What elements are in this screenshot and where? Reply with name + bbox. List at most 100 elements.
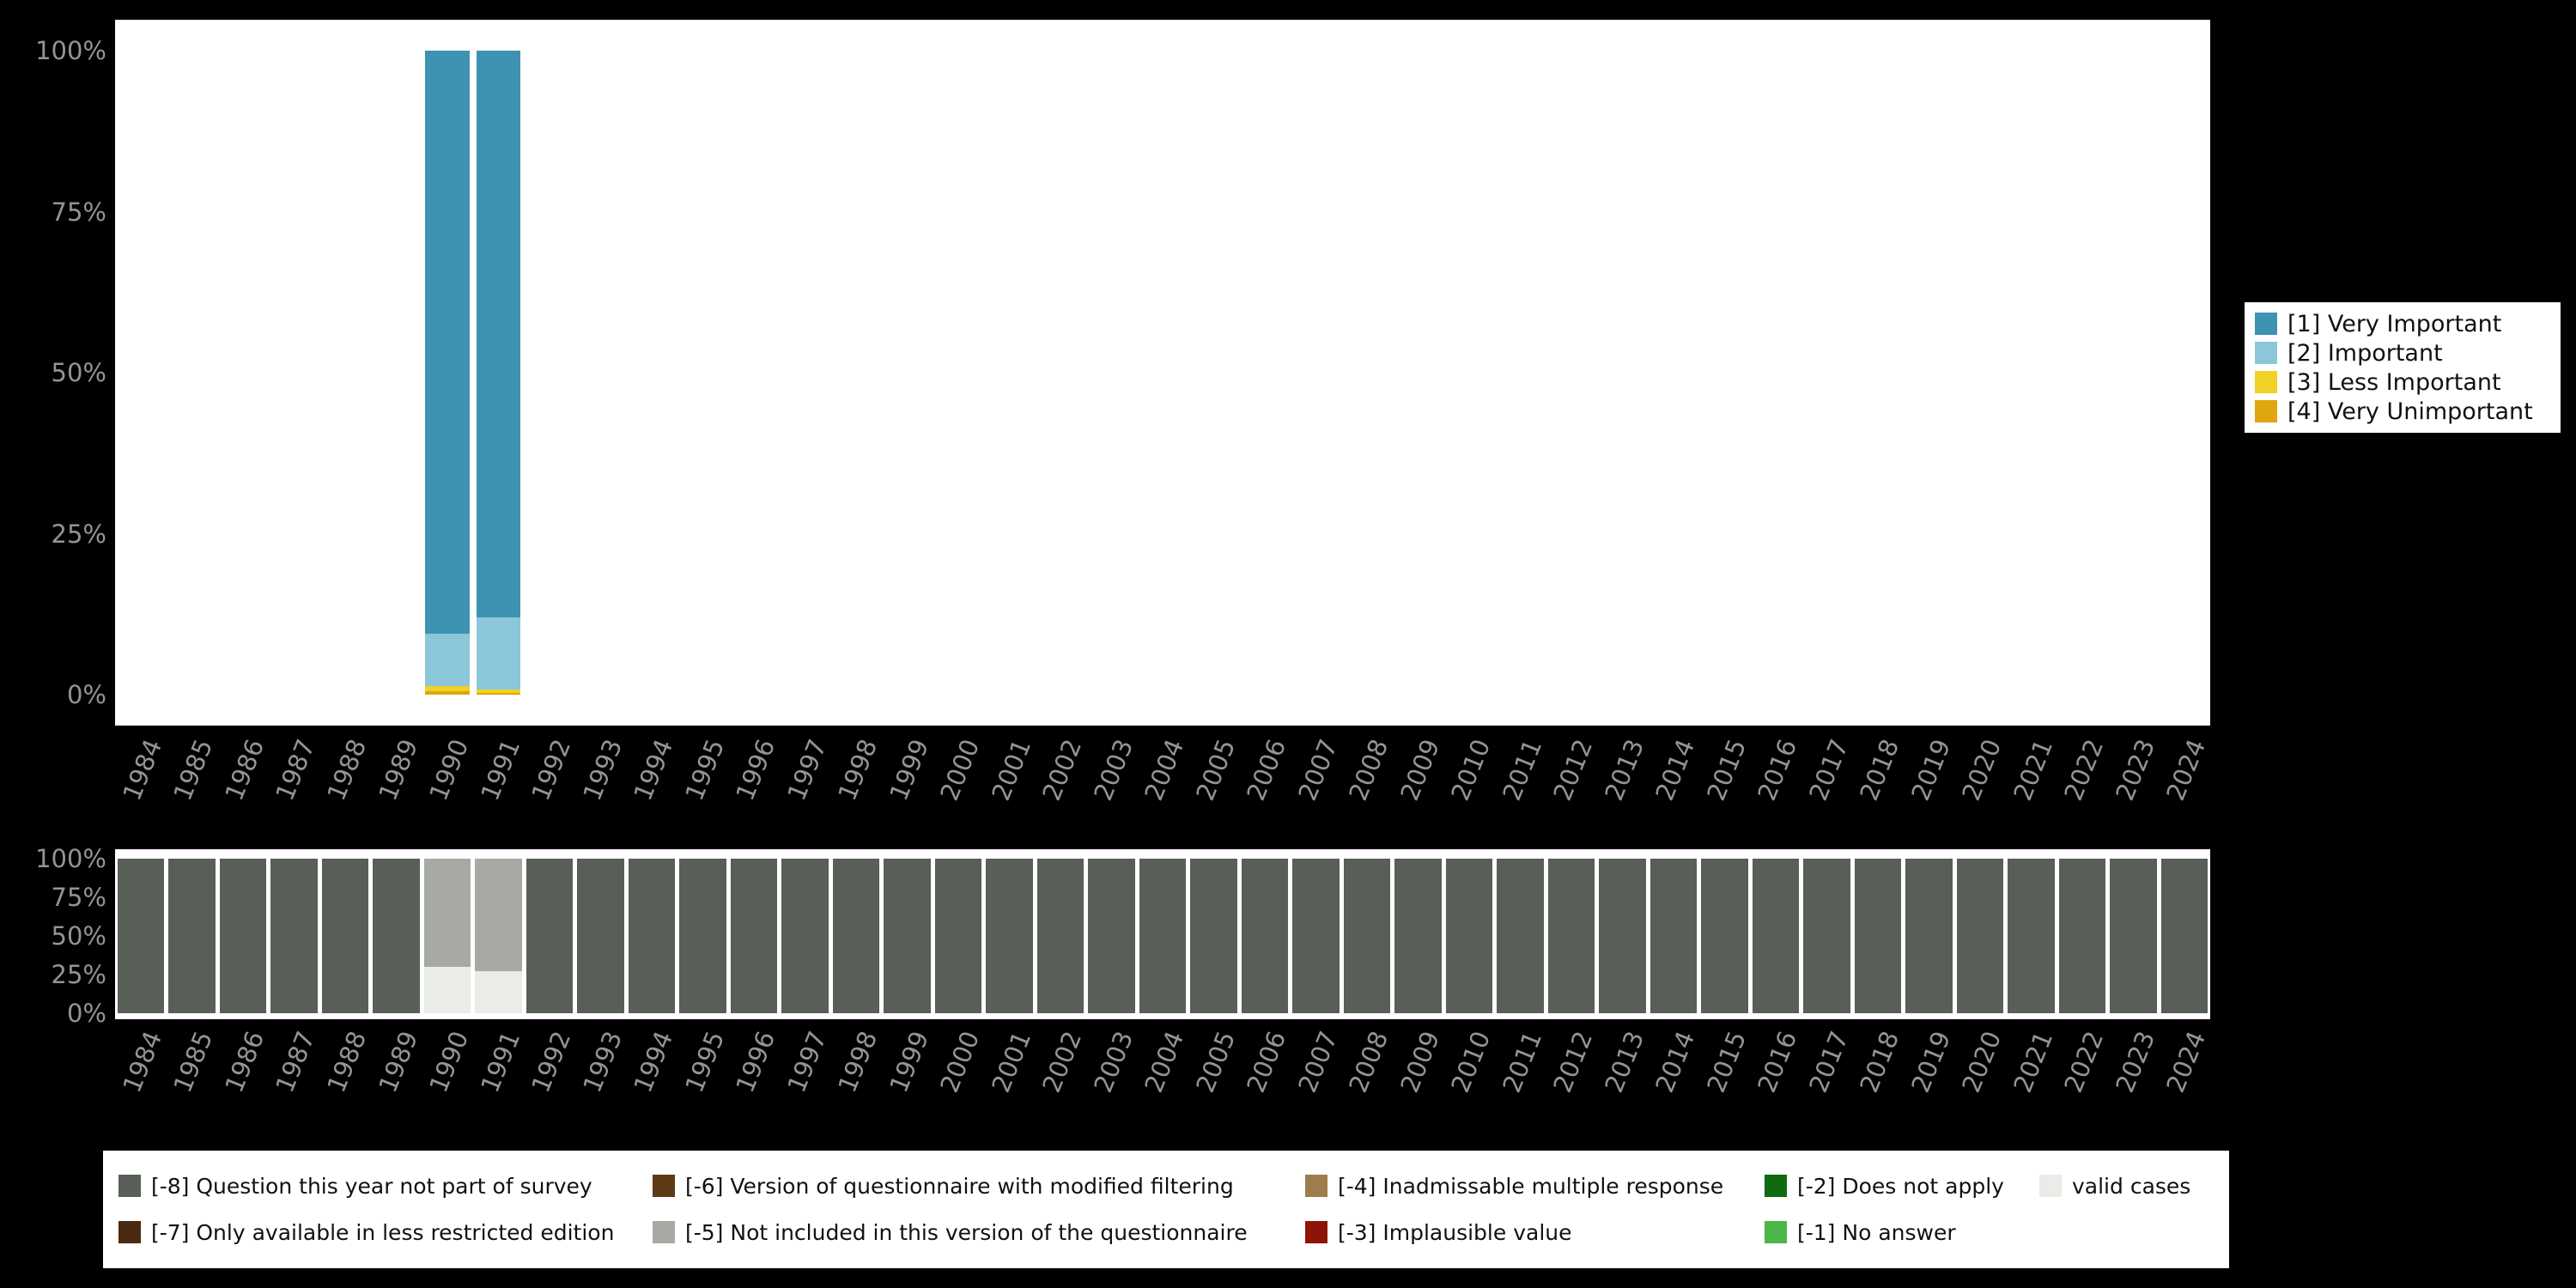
legend-item: [-2] Does not apply bbox=[1765, 1172, 2004, 1200]
bar-segment bbox=[628, 859, 676, 1013]
bar-segment bbox=[168, 859, 216, 1013]
x-axis-tick-label: 1996 bbox=[730, 1027, 781, 1097]
legend-color-swatch bbox=[653, 1175, 675, 1197]
missing-values-legend: [-8] Question this year not part of surv… bbox=[103, 1151, 2229, 1268]
bar-segment bbox=[373, 859, 420, 1013]
bar-segment bbox=[1497, 859, 1544, 1013]
x-axis-tick-label: 1990 bbox=[423, 1027, 475, 1097]
legend-item-label: [-1] No answer bbox=[1797, 1219, 1956, 1245]
x-axis-tick-label: 2015 bbox=[1700, 1027, 1753, 1097]
x-axis-tick-label: 1993 bbox=[576, 735, 628, 805]
bar-segment bbox=[1445, 859, 1493, 1013]
x-axis-tick-label: 2021 bbox=[2008, 1027, 2059, 1097]
legend-color-swatch bbox=[1305, 1175, 1327, 1197]
legend-item-label: [-3] Implausible value bbox=[1338, 1219, 1572, 1245]
bar-segment bbox=[2160, 859, 2208, 1013]
x-axis-tick-label: 2003 bbox=[1087, 1027, 1139, 1097]
x-axis-tick-label: 1986 bbox=[219, 735, 270, 805]
legend-item-label: [-5] Not included in this version of the… bbox=[685, 1219, 1248, 1245]
x-axis-tick-label: 1987 bbox=[270, 1027, 321, 1097]
legend-item-label: [-7] Only available in less restricted e… bbox=[151, 1219, 615, 1245]
x-axis-tick-label: 2001 bbox=[985, 1027, 1036, 1097]
legend-item: [-5] Not included in this version of the… bbox=[653, 1218, 1248, 1246]
x-axis-tick-label: 1991 bbox=[474, 735, 526, 805]
bar-segment bbox=[1241, 859, 1289, 1013]
x-axis-tick-label: 2014 bbox=[1649, 1027, 1701, 1097]
x-axis-tick-label: 2011 bbox=[1496, 1027, 1548, 1097]
bar-segment bbox=[423, 859, 471, 967]
x-axis-tick-label: 2013 bbox=[1598, 735, 1650, 805]
legend-item-label: [-6] Version of questionnaire with modif… bbox=[685, 1173, 1234, 1199]
x-axis-tick-label: 1989 bbox=[372, 735, 423, 805]
bar-segment bbox=[1956, 859, 2004, 1013]
legend-item-label: valid cases bbox=[2072, 1173, 2191, 1199]
missing-values-plot-area bbox=[115, 859, 2210, 1013]
y-axis-tick-label: 0% bbox=[66, 680, 106, 709]
x-axis-tick-label: 2022 bbox=[2058, 735, 2110, 805]
values-legend: [1] Very Important [2] Important [3] Less … bbox=[2245, 302, 2561, 433]
x-axis-tick-label: 1994 bbox=[628, 1027, 679, 1097]
legend-color-swatch bbox=[653, 1221, 675, 1243]
x-axis-tick-label: 2005 bbox=[1189, 1027, 1242, 1097]
x-axis-tick-label: 2013 bbox=[1598, 1027, 1650, 1097]
legend-color-swatch bbox=[1765, 1221, 1787, 1243]
bar-segment bbox=[1803, 859, 1850, 1013]
x-axis-tick-label: 1990 bbox=[423, 735, 475, 805]
x-axis-tick-label: 2010 bbox=[1445, 1027, 1497, 1097]
x-axis-tick-label: 2008 bbox=[1343, 1027, 1394, 1097]
bar-segment bbox=[781, 859, 829, 1013]
legend-item-label: [3] Less Important bbox=[2287, 368, 2501, 396]
bar-segment bbox=[1599, 859, 1646, 1013]
legend-color-swatch bbox=[118, 1221, 141, 1243]
bar-segment bbox=[1343, 859, 1391, 1013]
x-axis-tick-label: 1994 bbox=[628, 735, 679, 805]
y-axis-tick-label: 75% bbox=[51, 197, 106, 227]
x-axis-tick-label: 2020 bbox=[1956, 735, 2008, 805]
x-axis-tick-label: 2015 bbox=[1700, 735, 1753, 805]
x-axis-tick-label: 1996 bbox=[730, 735, 781, 805]
bar-segment bbox=[1905, 859, 1953, 1013]
x-axis-tick-label: 2004 bbox=[1139, 1027, 1190, 1097]
distribution-plot-area bbox=[115, 51, 2210, 695]
x-axis-tick-label: 2016 bbox=[1752, 1027, 1803, 1097]
bar-segment bbox=[577, 859, 624, 1013]
y-axis-tick-label: 25% bbox=[51, 519, 106, 549]
y-axis-tick-label: 0% bbox=[66, 999, 106, 1028]
x-axis-tick-label: 2014 bbox=[1649, 735, 1701, 805]
bar-segment bbox=[425, 691, 470, 695]
legend-item: valid cases bbox=[2039, 1172, 2190, 1200]
x-axis-tick-label: 1993 bbox=[576, 1027, 628, 1097]
legend-item-label: [2] Important bbox=[2287, 339, 2443, 367]
legend-item: [-7] Only available in less restricted e… bbox=[118, 1218, 614, 1246]
bar-segment bbox=[425, 633, 470, 687]
bar-segment bbox=[1036, 859, 1084, 1013]
x-axis-tick-label: 2018 bbox=[1854, 1027, 1905, 1097]
x-axis-tick-label: 1985 bbox=[167, 1027, 219, 1097]
x-axis-tick-label: 1999 bbox=[883, 1027, 934, 1097]
x-axis-tick-label: 2019 bbox=[1905, 735, 1957, 805]
bar-segment bbox=[270, 859, 318, 1013]
legend-color-swatch bbox=[1765, 1175, 1787, 1197]
x-axis-tick-label: 2016 bbox=[1752, 735, 1803, 805]
legend-item: [4] Very Unimportant bbox=[2255, 398, 2550, 426]
bar-segment bbox=[832, 859, 880, 1013]
x-axis-tick-label: 2005 bbox=[1189, 735, 1242, 805]
x-axis-tick-label: 1988 bbox=[321, 1027, 373, 1097]
bar-segment bbox=[884, 859, 931, 1013]
x-axis-tick-label: 2010 bbox=[1445, 735, 1497, 805]
legend-color-swatch bbox=[2255, 371, 2277, 393]
bar-segment bbox=[2110, 859, 2157, 1013]
x-axis-tick-label: 2007 bbox=[1291, 735, 1344, 805]
x-axis-tick-label: 2023 bbox=[2110, 1027, 2161, 1097]
x-axis-tick-label: 2012 bbox=[1547, 1027, 1599, 1097]
x-axis-tick-label: 1992 bbox=[526, 735, 577, 805]
bar-segment bbox=[526, 859, 574, 1013]
bar-segment bbox=[1547, 859, 1595, 1013]
x-axis-tick-label: 1997 bbox=[781, 1027, 832, 1097]
bar-segment bbox=[321, 859, 369, 1013]
x-axis-tick-label: 1999 bbox=[883, 735, 934, 805]
legend-color-swatch bbox=[1305, 1221, 1327, 1243]
legend-color-swatch bbox=[2255, 342, 2277, 364]
x-axis-tick-label: 2021 bbox=[2008, 735, 2059, 805]
